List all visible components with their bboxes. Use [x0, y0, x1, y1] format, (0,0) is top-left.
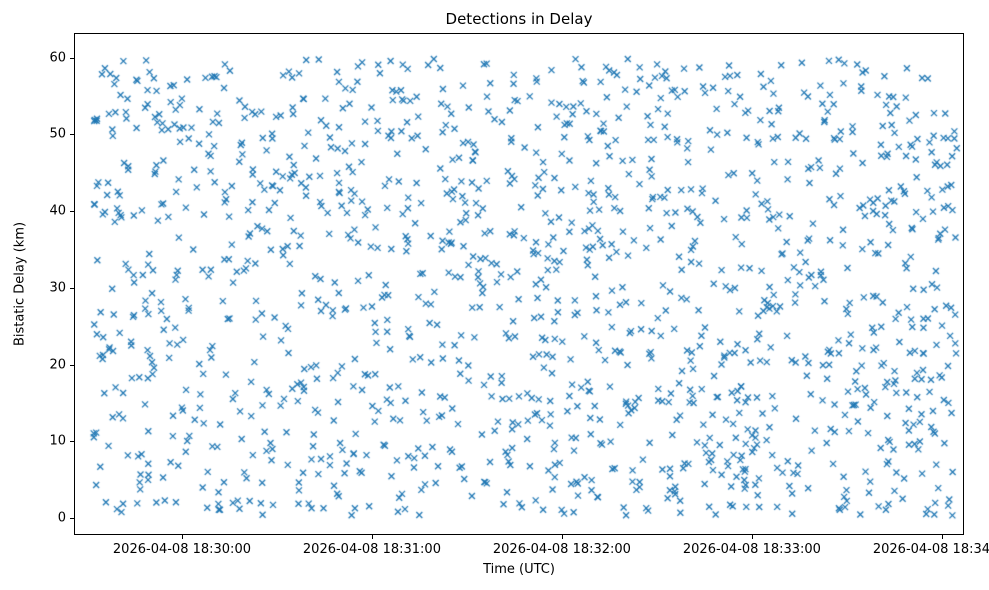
x-tick-label: 2026-04-08 18:31:00	[302, 542, 441, 557]
y-tick-label: 10	[49, 433, 66, 449]
x-tick-mark	[751, 535, 753, 539]
y-tick-label: 0	[57, 510, 66, 526]
y-tick-label: 20	[49, 357, 66, 373]
y-tick-label: 30	[49, 280, 66, 296]
x-tick-label: 2026-04-08 18:32:00	[492, 542, 631, 557]
x-tick-label: 2026-04-08 18:33:00	[682, 542, 821, 557]
x-tick-mark	[181, 535, 183, 539]
y-tick-mark	[70, 211, 74, 213]
y-tick-label: 40	[49, 203, 66, 219]
y-tick-mark	[70, 57, 74, 59]
y-tick-label: 60	[49, 50, 66, 66]
y-tick-label: 50	[49, 126, 66, 142]
x-axis-label: Time (UTC)	[483, 562, 555, 577]
y-tick-mark	[70, 287, 74, 289]
x-tick-mark	[371, 535, 373, 539]
y-tick-mark	[70, 364, 74, 366]
y-tick-mark	[70, 517, 74, 519]
x-tick-mark	[941, 535, 943, 539]
y-tick-mark	[70, 134, 74, 136]
scatter-points-canvas	[75, 34, 963, 534]
x-tick-label: 2026-04-08 18:30:00	[112, 542, 251, 557]
y-tick-mark	[70, 441, 74, 443]
plot-area	[74, 33, 964, 535]
x-tick-mark	[561, 535, 563, 539]
chart-title: Detections in Delay	[445, 10, 593, 28]
x-tick-label: 2026-04-08 18:34:00	[872, 542, 989, 557]
